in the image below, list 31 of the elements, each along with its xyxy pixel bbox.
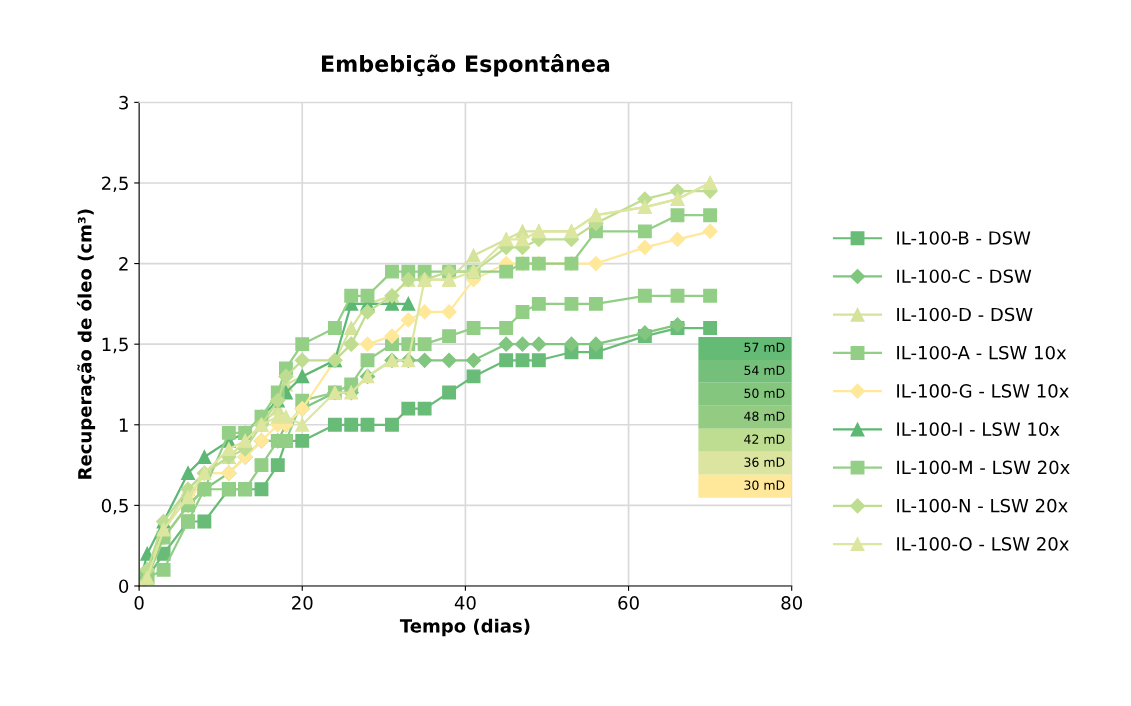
y-tick-label: 2 [119,257,128,271]
x-tick-label: 60 [618,596,639,610]
y-axis-title: Recuperação de óleo (cm³) [76,209,96,479]
annotation: 30 mD [744,480,785,490]
x-tick-label: 0 [134,596,144,610]
y-tick-label: 0 [119,579,129,594]
chart-title: Embebição Espontânea [321,54,610,77]
annotation: 50 mD [744,388,785,398]
legend-label: IL-100-I - LSW 10x [897,422,1060,437]
x-tick-label: 20 [292,596,313,610]
legend-label: IL-100-C - DSW [897,269,1032,284]
y-tick-label: 2,5 [102,176,128,192]
annotation: 54 mD [744,365,785,376]
y-tick-label: 3 [119,95,128,110]
x-tick-label: 80 [781,596,802,610]
x-axis-title: Tempo (dias) [399,618,530,637]
legend-label: IL-100-N - LSW 20x [897,498,1068,513]
y-tick-label: 0,5 [101,498,128,515]
annotation: 36 mD [744,457,785,467]
legend-label: IL-100-M - LSW 20x [897,460,1070,475]
annotation: 42 mD [744,434,785,444]
x-tick-label: 40 [454,596,476,610]
legend-label: IL-100-A - LSW 10x [897,345,1067,360]
y-tick-label: 1,5 [102,337,128,354]
legend-label: IL-100-G - LSW 10x [897,384,1069,398]
legend-label: IL-100-B - DSW [897,231,1031,245]
annotation: 48 mD [744,411,785,421]
legend-label: IL-100-O - LSW 20x [897,537,1069,551]
annotation: 57 mD [744,342,785,353]
legend-label: IL-100-D - DSW [897,307,1033,322]
y-tick-label: 1 [119,418,128,432]
